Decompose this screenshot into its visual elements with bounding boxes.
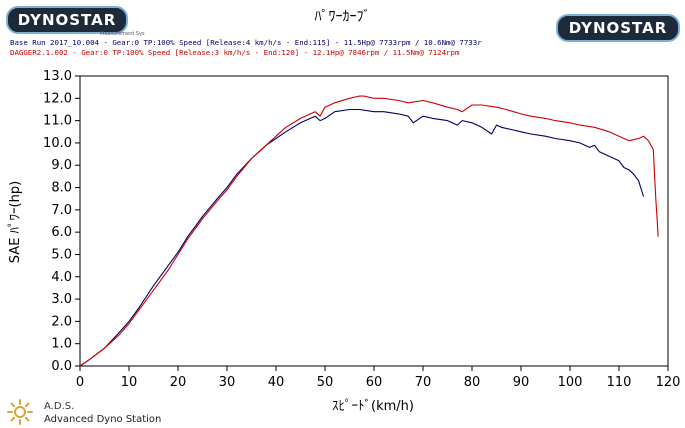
y-tick-label: 0.0 xyxy=(51,359,72,374)
y-tick-label: 4.0 xyxy=(51,270,72,285)
y-tick-label: 10.0 xyxy=(43,136,72,151)
y-axis-label: SAE ﾊﾟﾜｰ(hp) xyxy=(8,181,23,263)
footer-title: A.D.S. xyxy=(44,401,75,412)
y-tick-label: 5.0 xyxy=(51,247,72,262)
plot-frame xyxy=(79,75,669,367)
x-tick-label: 100 xyxy=(558,375,583,390)
y-tick-label: 6.0 xyxy=(51,225,72,240)
x-tick-label: 50 xyxy=(317,375,334,390)
x-tick-label: 110 xyxy=(607,375,632,390)
footer-subtitle: Advanced Dyno Station xyxy=(44,414,162,425)
x-tick-label: 30 xyxy=(219,375,236,390)
x-tick-label: 0 xyxy=(76,375,84,390)
chart-axes: 0.0 1.0 2.0 3.0 4.0 5.0 6.0 7.0 8.0 9.0 10.0 11.0 12… xyxy=(43,69,680,390)
x-tick-label: 80 xyxy=(464,375,481,390)
y-tick-label: 1.0 xyxy=(51,337,72,352)
x-tick-label: 90 xyxy=(513,375,530,390)
y-tick-label: 13.0 xyxy=(43,69,72,84)
y-tick-label: 3.0 xyxy=(51,292,72,307)
x-tick-label: 10 xyxy=(121,375,138,390)
y-tick-label: 7.0 xyxy=(51,203,72,218)
x-tick-label: 20 xyxy=(170,375,187,390)
x-tick-label: 60 xyxy=(366,375,383,390)
legend-dagger-run: DAGGER2.1.002 - Gear:0 TP:100% Speed [Re… xyxy=(10,48,460,57)
chart-series xyxy=(79,95,659,367)
dynostar-logo-left: DYNOSTAR xyxy=(6,6,128,34)
y-tick-label: 9.0 xyxy=(51,158,72,173)
series-line-dagger-run xyxy=(79,95,659,367)
chart-title: ﾊﾟﾜｰｶｰﾌﾞ xyxy=(314,9,371,25)
y-tick-label: 11.0 xyxy=(43,114,72,129)
x-axis-label: ｽﾋﾟｰﾄﾞ(km/h) xyxy=(332,399,414,414)
ads-sun-icon xyxy=(7,399,33,425)
y-tick-label: 2.0 xyxy=(51,314,72,329)
series-line-base-run xyxy=(79,108,645,367)
x-tick-label: 70 xyxy=(415,375,432,390)
dynostar-logo-subtitle: Measurement Sys xyxy=(100,31,145,37)
legend-base-run: Base Run 2017_10.004 - Gear:0 TP:100% Sp… xyxy=(10,38,482,47)
ads-footer: A.D.S. Advanced Dyno Station xyxy=(6,398,186,426)
dynostar-logo-right: DYNOSTAR xyxy=(556,14,680,42)
x-tick-label: 120 xyxy=(656,375,681,390)
x-tick-label: 40 xyxy=(268,375,285,390)
y-tick-label: 8.0 xyxy=(51,181,72,196)
y-tick-label: 12.0 xyxy=(43,91,72,106)
